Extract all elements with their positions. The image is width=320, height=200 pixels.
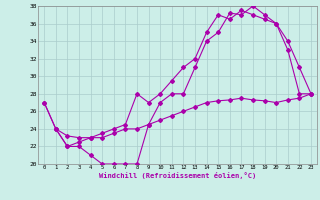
X-axis label: Windchill (Refroidissement éolien,°C): Windchill (Refroidissement éolien,°C) xyxy=(99,172,256,179)
